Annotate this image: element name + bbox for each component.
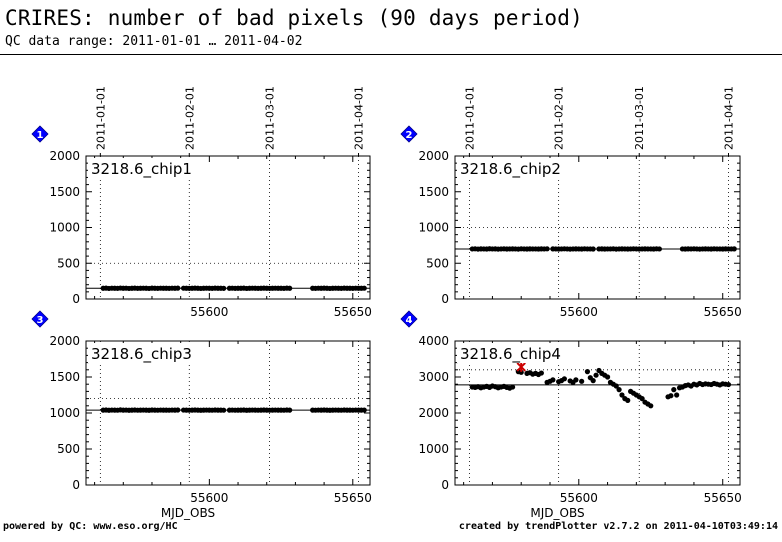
data-point (509, 384, 516, 390)
y-tick-label: 2000 (418, 149, 449, 163)
y-tick-label: 0 (441, 292, 449, 306)
panel-index-marker (400, 310, 418, 328)
panel-chip2: 0 500 1000 1500 2000 55600 55650 2011-01-01 2011… (400, 86, 742, 319)
data-point (725, 381, 732, 388)
y-tick-label: 3000 (418, 370, 449, 384)
data-point (604, 374, 611, 380)
data-point (221, 285, 227, 291)
y-tick-label: 1000 (49, 221, 80, 235)
x-axis-label: MJD_OBS (530, 506, 584, 520)
data-point (648, 403, 654, 409)
data-point (613, 383, 619, 389)
data-point (674, 392, 680, 398)
data-point (593, 372, 599, 378)
data-point (616, 387, 622, 393)
date-tick-label: 2011-04-01 (353, 86, 366, 150)
x-tick-label: 55650 (704, 491, 742, 505)
y-tick-label: 1500 (418, 185, 449, 199)
y-tick-label: 0 (72, 292, 80, 306)
data-point (573, 377, 579, 383)
chip-label: 3218.6_chip3 (91, 345, 192, 364)
y-tick-label: 0 (72, 478, 80, 492)
data-point (550, 377, 556, 383)
panel-index-label: 2 (406, 130, 413, 141)
date-tick-label: 2011-03-01 (264, 86, 277, 150)
data-point (561, 376, 567, 382)
chip-label: 3218.6_chip1 (91, 160, 192, 179)
x-axis-label: MJD_OBS (161, 506, 215, 520)
y-tick-label: 1000 (49, 406, 80, 420)
chip-label-bg (88, 158, 200, 178)
x-tick-label: 55600 (560, 305, 598, 319)
panel-index-label: 3 (37, 315, 44, 326)
date-tick-label: 2011-03-01 (633, 86, 646, 150)
data-point (175, 407, 181, 413)
footer-powered-by: powered by QC: www.eso.org/HC (3, 521, 178, 532)
footer-created-by: created by trendPlotter v2.7.2 on 2011-0… (458, 521, 778, 532)
data-point (221, 407, 227, 413)
y-tick-label: 500 (426, 256, 449, 270)
date-tick-label: 2011-02-01 (553, 86, 566, 150)
chip-label-bg (457, 343, 569, 363)
data-point (361, 285, 367, 291)
panel-index-marker (31, 125, 49, 143)
chip-label: 3218.6_chip4 (460, 345, 561, 364)
data-point (590, 246, 596, 252)
data-point (579, 378, 585, 384)
data-point (656, 246, 662, 252)
data-point (584, 369, 591, 375)
data-point (538, 370, 544, 376)
data-point (287, 407, 293, 413)
x-tick-label: 55650 (334, 305, 372, 319)
data-point (639, 396, 645, 402)
chip-label-bg (457, 158, 569, 178)
outlier-marker (516, 361, 526, 372)
y-tick-label: 500 (57, 256, 80, 270)
x-tick-label: 55600 (190, 305, 228, 319)
chip-label: 3218.6_chip2 (460, 160, 561, 179)
panel-chip1: 0 500 1000 1500 2000 55600 55650 2011-01-01 2011… (31, 86, 372, 319)
data-point (731, 246, 737, 252)
data-point (175, 285, 181, 291)
x-tick-label: 55650 (334, 491, 372, 505)
date-tick-label: 2011-01-01 (94, 86, 107, 150)
x-tick-label: 55600 (190, 491, 228, 505)
data-point (619, 392, 625, 398)
page-title: CRIRES: number of bad pixels (90 days pe… (5, 6, 583, 30)
data-point (625, 397, 631, 403)
data-point (668, 393, 674, 399)
x-tick-label: 55600 (560, 491, 598, 505)
y-tick-label: 2000 (49, 334, 80, 348)
y-tick-label: 2000 (49, 149, 80, 163)
y-tick-label: 1500 (49, 185, 80, 199)
date-tick-label: 2011-01-01 (463, 86, 476, 150)
data-point (361, 407, 367, 413)
header-divider (0, 54, 782, 55)
data-point (518, 369, 524, 375)
data-range-subtitle: QC data range: 2011-01-01 … 2011-04-02 (5, 34, 303, 49)
date-tick-label: 2011-04-01 (722, 86, 735, 150)
y-tick-label: 2000 (418, 406, 449, 420)
y-tick-label: 0 (441, 478, 449, 492)
data-point (287, 285, 293, 291)
panel-index-label: 4 (406, 315, 413, 326)
data-point (544, 246, 550, 252)
data-point (671, 387, 677, 393)
data-point (590, 378, 596, 384)
chip-label-bg (88, 343, 200, 363)
y-tick-label: 500 (57, 442, 80, 456)
x-tick-label: 55650 (704, 305, 742, 319)
panel-chip3: 0 500 1000 1500 2000 55600 55650 3218.6_chip3 3 M… (31, 310, 372, 520)
y-tick-label: 1500 (49, 370, 80, 384)
panel-index-label: 1 (37, 130, 44, 141)
panel-index-marker (400, 125, 418, 143)
y-tick-label: 1000 (418, 442, 449, 456)
y-tick-label: 4000 (418, 334, 449, 348)
panel-index-marker (31, 310, 49, 328)
panel-chip4: 0 1000 2000 3000 4000 55600 55650 3218.6_chip4 4… (400, 310, 742, 520)
date-tick-label: 2011-02-01 (183, 86, 196, 150)
y-tick-label: 1000 (418, 221, 449, 235)
